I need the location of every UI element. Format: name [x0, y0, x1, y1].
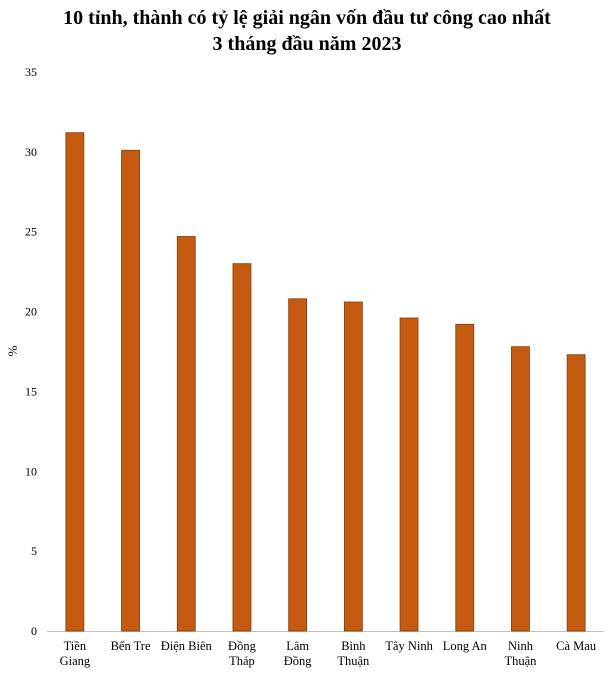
y-tick-label: 20	[25, 305, 37, 319]
chart-title-line: 3 tháng đầu năm 2023	[213, 33, 402, 55]
x-tick-label: Giang	[60, 654, 91, 668]
y-tick-label: 30	[25, 145, 37, 159]
bar	[121, 149, 140, 632]
y-tick-label: 15	[25, 384, 37, 398]
y-tick-label: 35	[25, 65, 37, 79]
y-tick-label: 0	[31, 624, 37, 638]
bar	[399, 317, 419, 632]
bar	[343, 301, 363, 632]
y-axis: 0 5 10 15 20 25 30 35	[25, 65, 37, 638]
bar	[232, 263, 252, 632]
bar	[566, 354, 586, 632]
bar	[455, 323, 475, 632]
x-tick-label: Tháp	[229, 654, 255, 668]
x-tick-label: Bình	[341, 639, 366, 653]
bar	[288, 298, 308, 632]
y-tick-label: 5	[31, 544, 37, 558]
x-tick-label: Lâm	[286, 639, 309, 653]
x-tick-label: Tây Ninh	[385, 639, 433, 653]
chart-title: 10 tỉnh, thành có tỷ lệ giải ngân vốn đầ…	[63, 7, 551, 55]
x-tick-label: Đồng	[284, 654, 313, 668]
bar	[176, 236, 196, 632]
chart-title-line: 10 tỉnh, thành có tỷ lệ giải ngân vốn đầ…	[63, 7, 551, 29]
x-tick-label: Tiền	[64, 639, 87, 653]
x-tick-label: Điện Biên	[161, 639, 213, 653]
y-axis-label: %	[5, 345, 20, 356]
x-tick-label: Cà Mau	[556, 639, 597, 653]
x-tick-label: Thuận	[337, 654, 370, 668]
x-tick-label: Ninh	[508, 639, 534, 653]
bar	[65, 132, 85, 632]
bars	[65, 132, 586, 632]
x-tick-label: Bến Tre	[111, 639, 151, 653]
x-tick-label: Long An	[443, 639, 488, 653]
y-tick-label: 25	[25, 225, 37, 239]
bar	[511, 346, 530, 632]
x-tick-label: Đồng	[228, 639, 257, 653]
x-tick-label: Thuận	[504, 654, 537, 668]
y-axis-title: %	[5, 345, 20, 356]
y-tick-label: 10	[25, 464, 37, 478]
